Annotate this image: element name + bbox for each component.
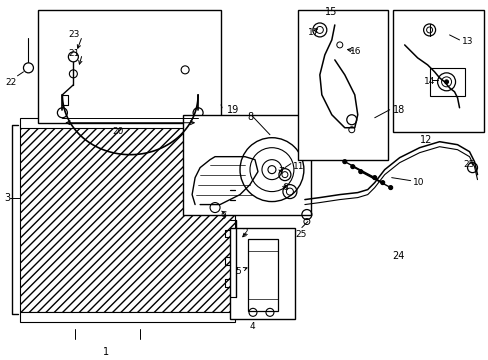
Bar [39, 10, 221, 123]
Circle shape [444, 80, 447, 84]
Text: 13: 13 [461, 37, 472, 46]
Text: 5: 5 [235, 267, 240, 276]
Text: 19: 19 [226, 105, 239, 115]
Bar [247, 239, 277, 311]
Text: 3: 3 [4, 193, 11, 203]
Text: 22: 22 [5, 78, 17, 87]
Bar [229, 228, 294, 319]
Text: 18: 18 [392, 105, 404, 115]
Text: 17: 17 [307, 28, 319, 37]
Bar [20, 125, 235, 312]
Circle shape [350, 165, 354, 168]
Text: 1: 1 [103, 347, 109, 357]
Text: 23: 23 [68, 30, 80, 39]
Text: 4: 4 [249, 322, 254, 331]
Text: 12: 12 [419, 135, 431, 145]
Bar [183, 115, 310, 215]
Circle shape [372, 176, 376, 180]
Text: 20: 20 [112, 127, 123, 136]
Text: 25: 25 [463, 160, 474, 169]
Text: 8: 8 [246, 112, 253, 122]
Text: 7: 7 [277, 167, 283, 176]
Bar [392, 10, 484, 132]
Circle shape [342, 160, 346, 164]
Text: 15: 15 [324, 7, 337, 17]
Circle shape [388, 186, 392, 190]
Text: 11: 11 [292, 162, 304, 171]
Text: 24: 24 [392, 252, 404, 261]
Text: 10: 10 [412, 177, 423, 186]
Text: 6: 6 [282, 183, 287, 192]
Bar [429, 68, 464, 96]
Text: 21: 21 [68, 49, 80, 58]
Circle shape [380, 181, 384, 185]
Text: 16: 16 [349, 47, 361, 56]
Bar [20, 118, 235, 128]
Bar [20, 312, 235, 322]
Circle shape [358, 170, 362, 174]
Text: 25: 25 [294, 230, 305, 239]
Bar [297, 10, 387, 160]
Text: 9: 9 [220, 212, 225, 221]
Text: 14: 14 [423, 77, 434, 86]
Text: 2: 2 [242, 228, 247, 237]
